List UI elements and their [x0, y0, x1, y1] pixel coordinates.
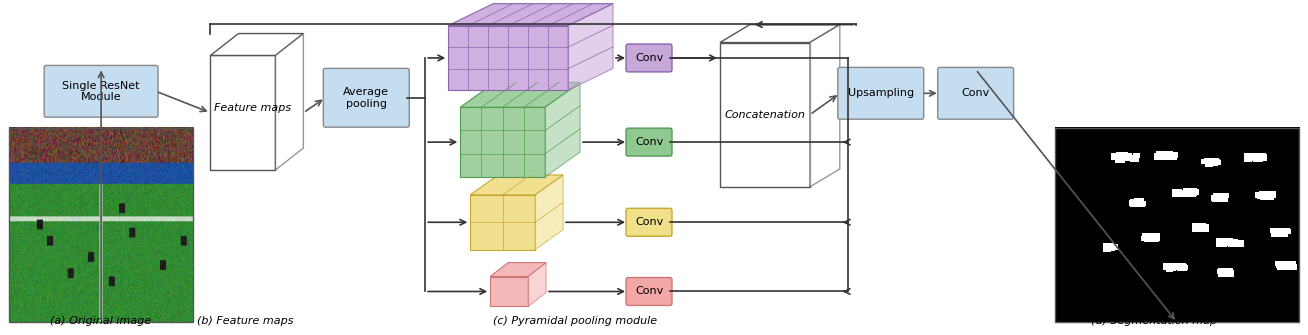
- Text: (a) Original image: (a) Original image: [50, 316, 152, 326]
- Polygon shape: [528, 263, 547, 307]
- Text: Average
pooling: Average pooling: [343, 87, 390, 109]
- Polygon shape: [719, 24, 840, 43]
- FancyBboxPatch shape: [44, 65, 158, 117]
- Text: Feature maps: Feature maps: [213, 103, 290, 113]
- Bar: [9, 128, 194, 322]
- FancyBboxPatch shape: [323, 68, 409, 127]
- Text: Conv: Conv: [634, 286, 663, 296]
- FancyBboxPatch shape: [627, 277, 672, 306]
- Text: Upsampling: Upsampling: [848, 88, 914, 98]
- Bar: [460, 107, 545, 177]
- Text: Concatenation: Concatenation: [725, 110, 806, 120]
- Bar: [719, 43, 810, 187]
- FancyBboxPatch shape: [838, 67, 923, 119]
- Bar: [470, 195, 535, 250]
- Polygon shape: [545, 82, 579, 177]
- Polygon shape: [470, 175, 564, 195]
- Text: (d) Segmentation map: (d) Segmentation map: [1091, 316, 1218, 326]
- Bar: [211, 56, 276, 170]
- FancyBboxPatch shape: [627, 44, 672, 72]
- Polygon shape: [460, 82, 579, 107]
- Text: Single ResNet
Module: Single ResNet Module: [63, 80, 140, 102]
- Bar: [449, 25, 568, 90]
- Polygon shape: [449, 4, 613, 25]
- Polygon shape: [810, 24, 840, 187]
- Polygon shape: [276, 34, 303, 170]
- Text: (b) Feature maps: (b) Feature maps: [198, 316, 294, 326]
- Text: (c) Pyramidal pooling module: (c) Pyramidal pooling module: [493, 316, 657, 326]
- Text: Conv: Conv: [634, 137, 663, 147]
- Text: Conv: Conv: [634, 217, 663, 227]
- FancyBboxPatch shape: [938, 67, 1014, 119]
- Polygon shape: [568, 4, 613, 90]
- Bar: [1054, 128, 1299, 322]
- Bar: [490, 277, 528, 307]
- FancyBboxPatch shape: [627, 128, 672, 156]
- Text: Conv: Conv: [961, 88, 990, 98]
- Polygon shape: [211, 34, 303, 56]
- Polygon shape: [490, 263, 547, 277]
- Text: Conv: Conv: [634, 53, 663, 63]
- FancyBboxPatch shape: [627, 208, 672, 236]
- Polygon shape: [535, 175, 564, 250]
